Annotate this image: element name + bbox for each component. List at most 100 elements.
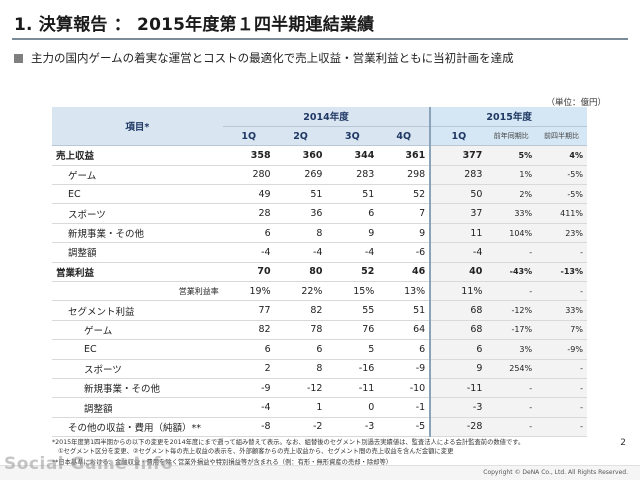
- cell-2014-q1: 6: [222, 223, 275, 244]
- cell-yoy: 3%: [486, 339, 537, 360]
- row-label: 新規事業・その他: [52, 378, 223, 399]
- footnote-2: ①セグメント区分を変更、②セグメント毎の売上収益の表示を、外部顧客からの売上収益…: [58, 448, 454, 455]
- cell-2014-q4: 46: [378, 261, 431, 283]
- page-title: 1. 決算報告 ： 2015年度第１四半期連結業績: [14, 15, 375, 35]
- cell-2014-q3: 283: [326, 165, 379, 186]
- table-row: その他の収益・費用（純額）** -8 -2 -3 -5 -28- -: [52, 417, 587, 438]
- cell-qoq: 23%: [536, 223, 587, 244]
- cell-2014-q4: -9: [378, 359, 431, 379]
- cell-2014-q3: -4: [326, 242, 379, 263]
- cell-2015-q1: 6: [429, 339, 487, 360]
- cell-qoq: -13%: [536, 261, 587, 283]
- cell-2014-q2: 22%: [274, 281, 327, 302]
- table-row: EC 6 6 5 6 6 3% -9%: [52, 339, 587, 360]
- table-body: 売上収益 358 360 344 361 377 5% 4% ゲーム 280 269 283 298 28…: [52, 145, 587, 438]
- cell-2014-q3: 5: [326, 339, 379, 360]
- cell-qoq: -: [536, 397, 587, 418]
- cell-qoq: 33%: [536, 300, 587, 321]
- table-row: EC 49 51 51 52 50 2% -5%: [52, 184, 587, 205]
- cell-2014-q1: -9: [222, 378, 275, 399]
- cell-2014-q4: 7: [378, 203, 431, 224]
- financial-results-table: 項目* 2014年度 2015年度 1Q 2Q 3Q 4Q 1Q 前年同期比 前…: [52, 107, 587, 438]
- cell-yoy: -: [486, 378, 537, 399]
- cell-2015-q1: 40: [429, 261, 487, 283]
- table-row: セグメント利益 77 82 55 51 68 -12% 33%: [52, 300, 587, 321]
- header-fy2015: 2015年度: [429, 107, 587, 127]
- cell-2014-q3: 15%: [326, 281, 379, 302]
- cell-qoq: -: [536, 378, 587, 399]
- cell-2014-q4: 51: [378, 300, 431, 321]
- cell-qoq: -9%: [536, 339, 587, 360]
- cell-2014-q3: -11: [326, 378, 379, 399]
- cell-2014-q2: 78: [274, 320, 327, 341]
- cell-2014-q1: 82: [222, 320, 275, 341]
- cell-2014-q2: 8: [274, 359, 327, 379]
- cell-2015-q1: 9: [429, 359, 487, 379]
- cell-yoy: -: [486, 242, 537, 263]
- cell-2014-q4: 9: [378, 223, 431, 244]
- cell-2015-q1: -3: [429, 397, 487, 418]
- table-row: 営業利益 70 80 52 46 40 -43% -13%: [52, 261, 587, 283]
- title-divider: [12, 38, 628, 40]
- header-item: 項目*: [52, 107, 223, 147]
- cell-2014-q4: 64: [378, 320, 431, 341]
- cell-2014-q2: 51: [274, 184, 327, 205]
- cell-yoy: -43%: [486, 261, 537, 283]
- cell-2015-q1: 50: [429, 184, 487, 205]
- cell-2014-q2: -12: [274, 378, 327, 399]
- cell-2014-q3: 52: [326, 261, 379, 283]
- cell-yoy: 1%: [486, 165, 537, 186]
- unit-label: （単位：億円）: [546, 98, 606, 108]
- cell-qoq: -: [536, 359, 587, 379]
- table-row: 調整額 -4 1 0 -1 -3- -: [52, 397, 587, 418]
- footer-bar: [0, 465, 640, 480]
- cell-qoq: -: [536, 281, 587, 302]
- cell-yoy: -: [486, 281, 537, 302]
- header-2014-q4: 4Q: [378, 126, 431, 147]
- subtitle-text: 主力の国内ゲームの着実な運営とコストの最適化で売上収益・営業利益ともに当初計画を…: [31, 51, 514, 65]
- table-row: 新規事業・その他 -9 -12 -11 -10 -11- -: [52, 378, 587, 399]
- table-row: ゲーム 280 269 283 298 283 1% -5%: [52, 165, 587, 186]
- cell-2014-q1: 2: [222, 359, 275, 379]
- cell-2014-q2: 1: [274, 397, 327, 418]
- cell-2014-q1: 70: [222, 261, 275, 283]
- cell-2015-q1: -28: [429, 417, 487, 438]
- cell-2015-q1: 377: [429, 145, 487, 166]
- cell-yoy: 5%: [486, 145, 537, 166]
- cell-2014-q4: 6: [378, 339, 431, 360]
- cell-2014-q4: 13%: [378, 281, 431, 302]
- cell-2015-q1: 68: [429, 320, 487, 341]
- cell-2014-q1: -4: [222, 397, 275, 418]
- row-label: その他の収益・費用（純額）**: [52, 417, 223, 438]
- cell-2014-q3: 9: [326, 223, 379, 244]
- cell-2014-q1: 280: [222, 165, 275, 186]
- cell-2014-q4: -10: [378, 378, 431, 399]
- cell-2015-q1: -4: [429, 242, 487, 263]
- cell-qoq: -: [536, 417, 587, 438]
- cell-2014-q2: 360: [274, 145, 327, 166]
- cell-2014-q3: -16: [326, 359, 379, 379]
- header-2014-q2: 2Q: [274, 126, 327, 147]
- cell-2014-q1: 28: [222, 203, 275, 224]
- cell-2014-q1: 6: [222, 339, 275, 360]
- cell-2014-q1: -8: [222, 417, 275, 438]
- cell-2015-q1: 68: [429, 300, 487, 321]
- cell-2014-q1: 77: [222, 300, 275, 321]
- cell-2014-q4: 361: [378, 145, 431, 166]
- subtitle: 主力の国内ゲームの着実な運営とコストの最適化で売上収益・営業利益ともに当初計画を…: [14, 50, 514, 66]
- cell-2014-q3: -3: [326, 417, 379, 438]
- cell-qoq: 7%: [536, 320, 587, 341]
- cell-2014-q1: 19%: [222, 281, 275, 302]
- table-row: 売上収益 358 360 344 361 377 5% 4%: [52, 145, 587, 166]
- cell-2014-q4: -6: [378, 242, 431, 263]
- cell-yoy: 104%: [486, 223, 537, 244]
- cell-2014-q4: -1: [378, 397, 431, 418]
- table-row: ゲーム 82 78 76 64 68 -17% 7%: [52, 320, 587, 341]
- cell-2014-q3: 0: [326, 397, 379, 418]
- cell-2014-q2: 80: [274, 261, 327, 283]
- cell-2014-q4: 52: [378, 184, 431, 205]
- footnote-3: **日本基準における、金融収益・費用を除く営業外損益や特別損益等が含まれる（例：…: [52, 459, 393, 466]
- header-yoy: 前年同期比: [486, 126, 537, 147]
- cell-2014-q1: -4: [222, 242, 275, 263]
- cell-qoq: 4%: [536, 145, 587, 166]
